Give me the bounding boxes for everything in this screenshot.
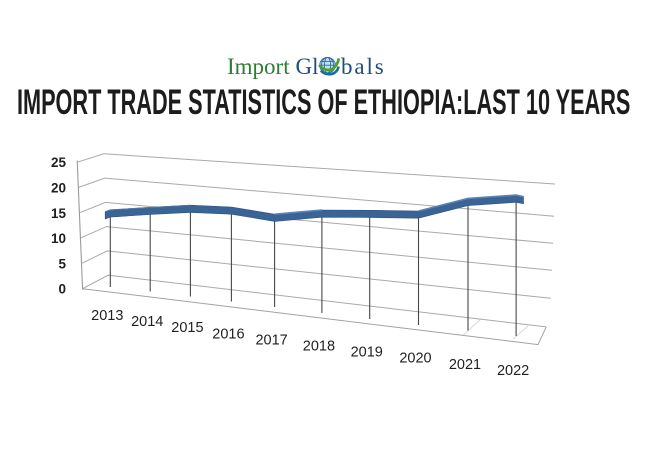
svg-text:2014: 2014 [131,314,163,330]
svg-text:2019: 2019 [351,345,383,361]
svg-text:10: 10 [51,231,66,246]
svg-text:2015: 2015 [171,320,203,336]
svg-text:2016: 2016 [212,326,244,342]
svg-text:20: 20 [51,181,66,196]
svg-text:0: 0 [58,282,66,297]
svg-text:15: 15 [51,206,67,221]
svg-text:2020: 2020 [399,351,431,367]
svg-text:2017: 2017 [255,332,287,348]
svg-text:5: 5 [58,256,66,271]
svg-text:2013: 2013 [91,308,123,324]
svg-text:25: 25 [51,155,67,170]
svg-text:2022: 2022 [497,363,529,379]
svg-text:2021: 2021 [449,357,481,373]
svg-text:2018: 2018 [303,339,335,355]
